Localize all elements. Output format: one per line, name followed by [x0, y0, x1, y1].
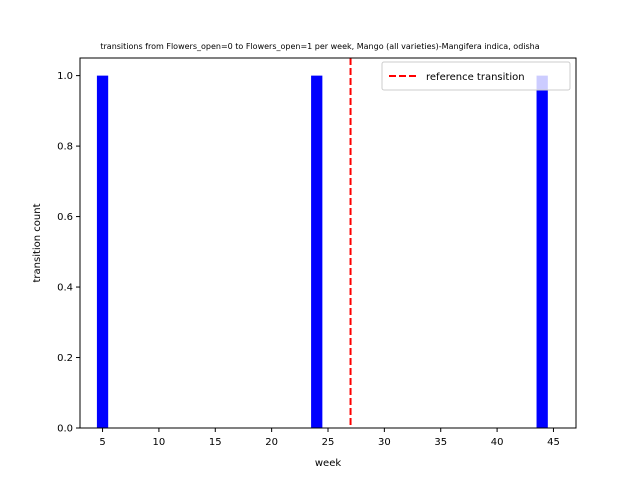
x-tick-label: 15 [209, 437, 222, 448]
y-tick-label: 0.0 [57, 424, 73, 435]
x-tick-label: 35 [434, 437, 447, 448]
x-tick-label: 40 [491, 437, 504, 448]
y-tick-label: 0.4 [57, 283, 73, 294]
x-tick-label: 25 [322, 437, 335, 448]
x-tick-label: 30 [378, 437, 391, 448]
x-tick-label: 20 [265, 437, 278, 448]
x-tick-label: 10 [153, 437, 166, 448]
bar [536, 75, 548, 428]
y-axis-label: transition count [32, 203, 43, 282]
y-axis-ticks: 0.0 0.2 0.4 0.6 0.8 1.0 [57, 71, 80, 435]
y-tick-label: 0.8 [57, 142, 73, 153]
bar [311, 75, 323, 428]
x-tick-label: 45 [547, 437, 560, 448]
bar [96, 75, 109, 428]
legend: reference transition [381, 61, 571, 91]
legend-box [381, 61, 571, 91]
chart-title: transitions from Flowers_open=0 to Flowe… [100, 42, 539, 51]
x-axis-label: week [315, 458, 341, 469]
x-axis-ticks: 5 10 15 20 25 30 35 40 45 [99, 428, 560, 448]
y-tick-label: 0.6 [57, 212, 73, 223]
bar-group [96, 75, 548, 428]
legend-reference-label: reference transition [426, 72, 525, 83]
y-tick-label: 1.0 [57, 71, 73, 82]
x-tick-label: 5 [99, 437, 105, 448]
y-tick-label: 0.2 [57, 353, 73, 364]
